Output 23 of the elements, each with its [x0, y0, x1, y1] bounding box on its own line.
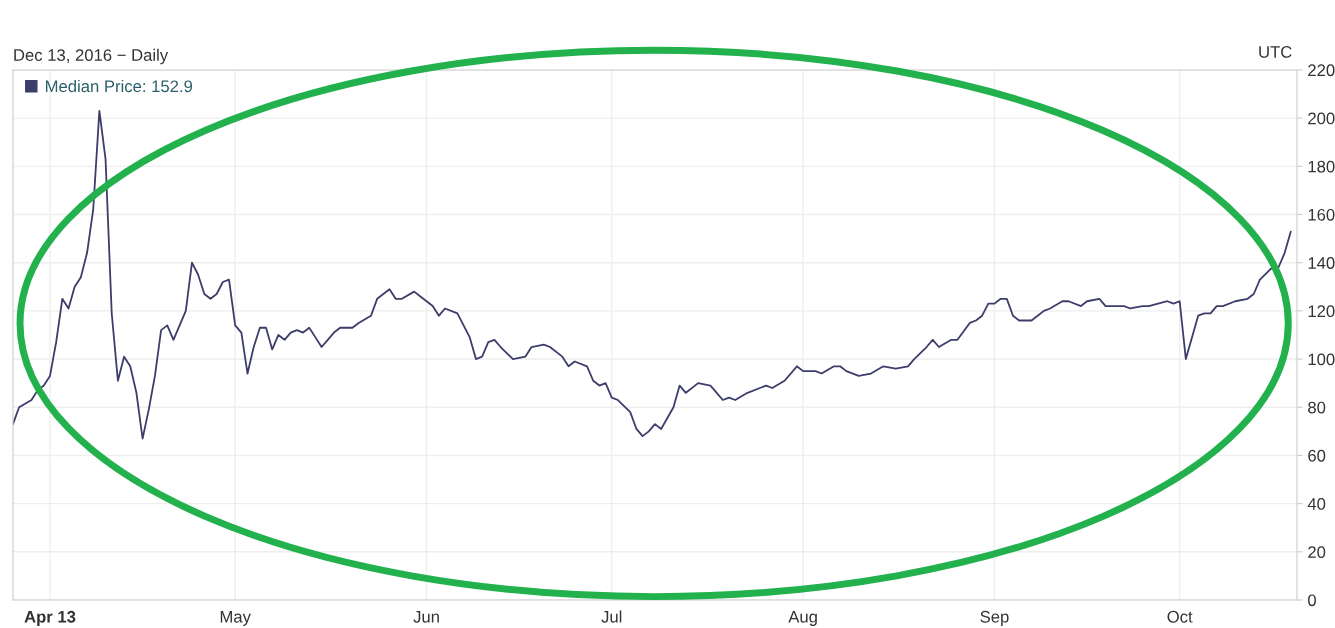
legend-label: Median Price: 152.9: [45, 79, 193, 93]
line-series: [12, 110, 1292, 440]
text: UTC: [1259, 46, 1292, 58]
y-tick-label: 0: [1308, 594, 1316, 607]
y-tick-label: 180: [1308, 160, 1335, 173]
x-tick-label: Jul: [601, 610, 622, 623]
y-tick-label: 20: [1308, 546, 1326, 559]
x-tick-label: May: [220, 611, 251, 626]
chart-subtitle: Dec 13, 2016 − Daily: [14, 48, 169, 65]
y-tick-label: 40: [1307, 498, 1326, 510]
x-tick-label: Oct: [1167, 610, 1193, 623]
y-tick-label: 80: [1308, 401, 1326, 414]
x-tick-label: Sep: [980, 610, 1009, 626]
y-tick-label: 200: [1308, 112, 1335, 125]
y-tick-label: 120: [1308, 305, 1335, 318]
y-tick-label: 220: [1308, 64, 1335, 77]
y-tick-label: 100: [1308, 353, 1335, 366]
x-tick-label: Jun: [413, 611, 439, 623]
y-tick-label: 60: [1308, 449, 1326, 462]
x-tick-label: Aug: [788, 611, 817, 626]
x-tick-label: Apr 13: [24, 610, 76, 626]
y-tick-label: 140: [1308, 257, 1335, 269]
y-tick-label: 160: [1308, 208, 1335, 221]
